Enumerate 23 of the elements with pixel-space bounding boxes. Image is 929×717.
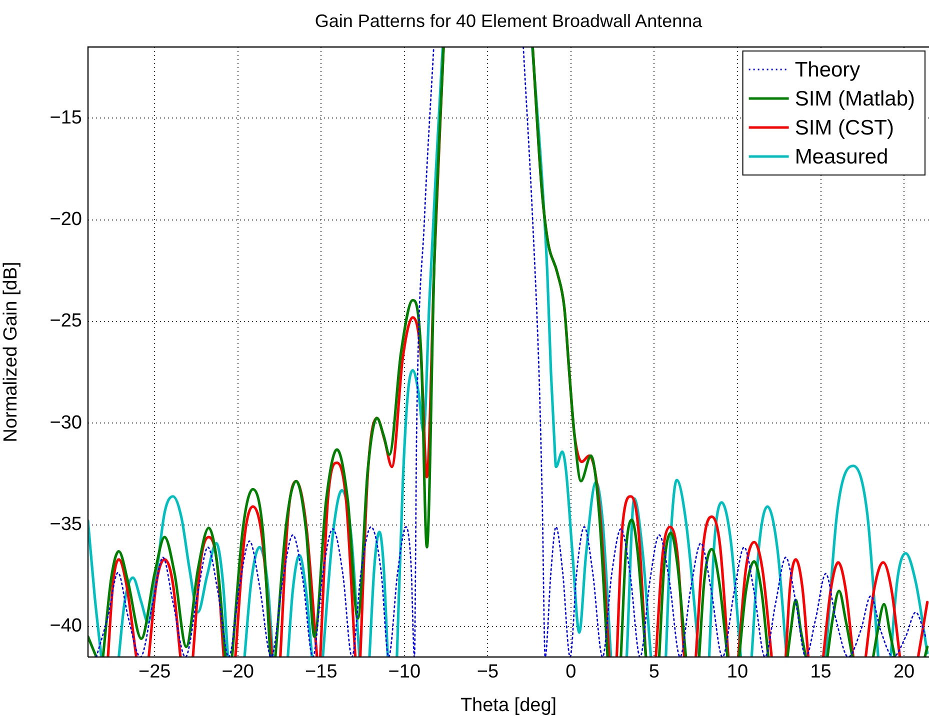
x-tick-label: 5 [648,662,660,683]
x-tick-label: 15 [810,662,832,683]
y-tick-label: −20 [50,209,82,230]
legend-label: Theory [794,58,861,82]
legend-label: SIM (Matlab) [794,87,915,110]
y-tick-label: −25 [50,310,82,332]
x-axis-title: Theta [deg] [460,694,557,716]
y-tick-label: −15 [50,107,82,128]
x-tick-label: −25 [138,662,171,683]
y-tick-label: −30 [50,412,82,434]
legend-label: SIM (CST) [794,116,894,140]
x-tick-label: 20 [893,662,915,683]
x-tick-label: 0 [566,662,576,683]
y-axis-title: Normalized Gain [dB] [0,262,22,442]
x-tick-label: −20 [222,662,254,683]
x-tick-label: −5 [476,662,499,683]
x-tick-label: −15 [305,662,338,683]
y-tick-label: −35 [50,514,82,536]
y-tick-label: −40 [50,616,82,637]
x-tick-label: −10 [388,662,421,683]
x-tick-label: 10 [726,662,748,683]
chart-title: Gain Patterns for 40 Element Broadwall Antenna [314,10,704,31]
legend-label: Measured [794,145,888,168]
